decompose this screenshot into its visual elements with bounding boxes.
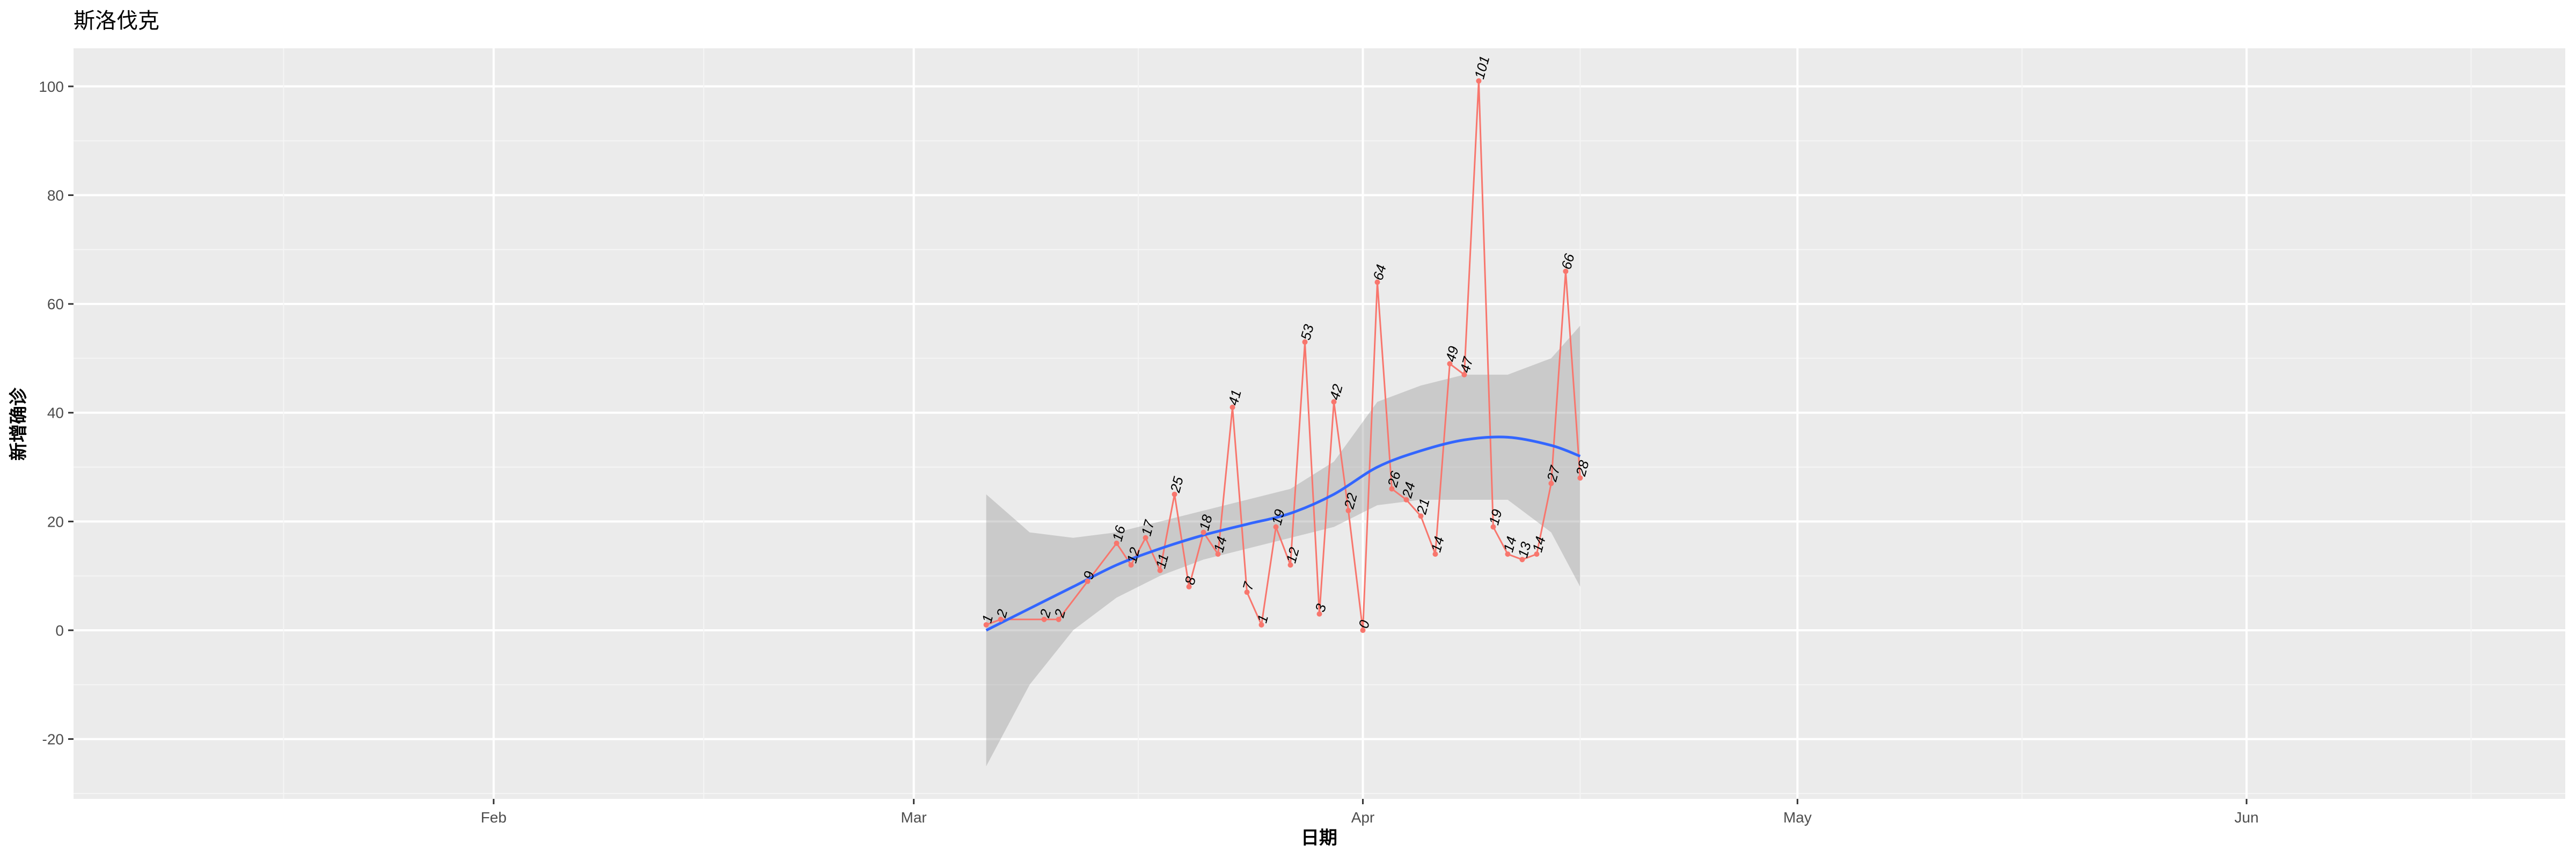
data-point — [1360, 627, 1366, 633]
data-point — [1490, 524, 1496, 530]
smooth-confidence-band — [986, 325, 1580, 767]
data-point — [1331, 399, 1337, 405]
y-tick-label: 60 — [47, 296, 64, 312]
data-point — [983, 622, 989, 628]
data-point — [1258, 622, 1264, 628]
data-point — [1041, 616, 1047, 622]
data-point — [1548, 481, 1554, 486]
data-point — [1114, 540, 1119, 546]
data-point — [1230, 404, 1235, 410]
y-tick-label: 100 — [39, 78, 64, 95]
x-tick-label: Apr — [1351, 809, 1375, 826]
data-point — [1244, 589, 1250, 595]
x-axis-title: 日期 — [1301, 827, 1337, 849]
data-point — [1403, 497, 1409, 503]
x-tick-label: Feb — [481, 809, 507, 826]
data-point — [1157, 567, 1163, 573]
y-tick-label: 0 — [55, 622, 64, 639]
data-point — [1519, 557, 1525, 563]
data-point — [1172, 491, 1177, 497]
data-point — [998, 616, 1004, 622]
data-point — [1201, 529, 1206, 535]
x-tick-label: May — [1783, 809, 1812, 826]
y-axis-title: 新增确诊 — [8, 387, 30, 461]
plot-panel — [74, 48, 2565, 799]
data-point — [1085, 578, 1091, 584]
data-point — [1143, 535, 1148, 541]
data-point — [1476, 78, 1482, 84]
data-point — [1418, 513, 1424, 519]
data-point — [1461, 372, 1467, 377]
data-point — [1316, 611, 1322, 617]
data-point — [1287, 562, 1293, 568]
smooth-fit-line — [985, 435, 1581, 632]
data-point — [1056, 616, 1062, 622]
data-point — [1505, 551, 1511, 557]
data-point — [1534, 551, 1540, 557]
data-point — [1577, 475, 1583, 481]
data-point — [1215, 551, 1221, 557]
data-point — [1128, 562, 1134, 568]
x-tick-label: Mar — [901, 809, 927, 826]
y-tick-label: -20 — [42, 731, 64, 748]
x-tick-label: Jun — [2235, 809, 2259, 826]
data-point — [1374, 279, 1380, 285]
data-point — [1302, 339, 1308, 345]
y-tick-label: 40 — [47, 405, 64, 421]
data-point — [1389, 486, 1395, 492]
data-point — [1186, 584, 1192, 589]
data-point — [1563, 268, 1569, 274]
series-line — [986, 81, 1581, 631]
data-point — [1447, 361, 1453, 367]
y-tick-label: 80 — [47, 187, 64, 204]
data-point — [1273, 524, 1279, 530]
plot-area: 12 22916121711258181441711912533422206426… — [68, 48, 2565, 804]
data-point — [1432, 551, 1438, 557]
data-point — [1345, 508, 1351, 514]
chart-title: 斯洛伐克 — [74, 9, 159, 33]
y-tick-label: 20 — [47, 513, 64, 530]
